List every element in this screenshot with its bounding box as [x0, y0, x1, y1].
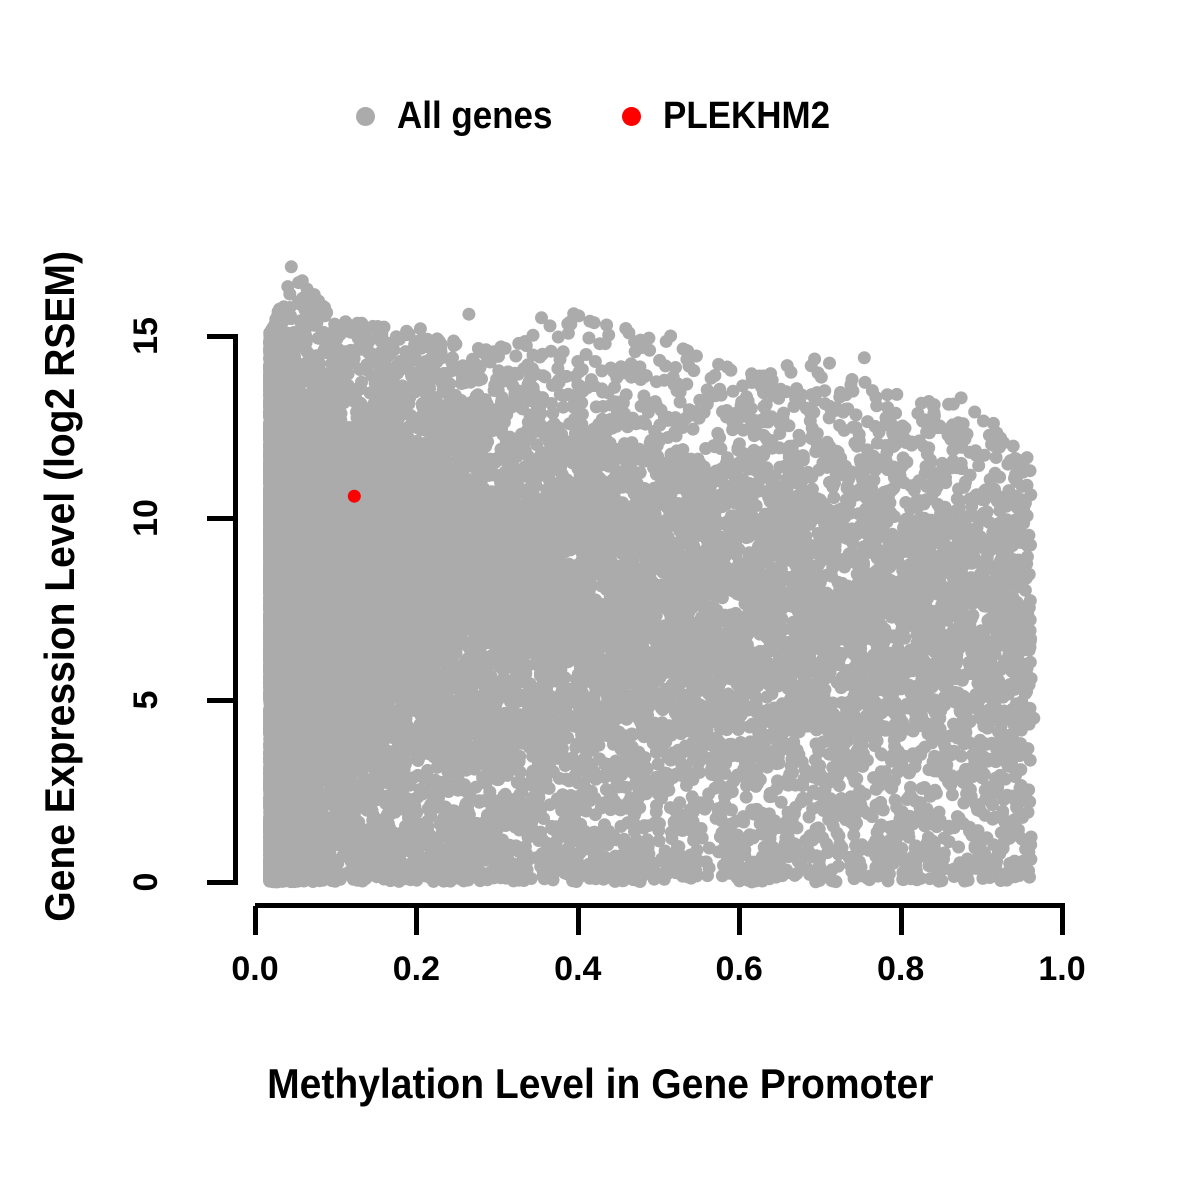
- x-axis-tick-label: 0.2: [392, 950, 441, 988]
- gray-dot-icon: [355, 106, 375, 126]
- y-axis-tick: [207, 334, 238, 339]
- y-axis-tick: [207, 516, 238, 521]
- legend-entry-all-genes: All genes: [355, 94, 566, 138]
- x-axis-tick: [737, 906, 743, 935]
- x-axis-tick-label: 0.8: [876, 950, 925, 988]
- x-axis-line: [255, 903, 1065, 908]
- y-axis-tick-label: 0: [127, 872, 165, 892]
- x-axis-tick: [253, 906, 258, 935]
- x-axis-tick-label: 0.6: [715, 950, 763, 988]
- red-dot-icon: [621, 106, 641, 126]
- x-axis-tick-label: 1.0: [1038, 950, 1086, 988]
- y-axis-tick: [207, 880, 238, 885]
- x-axis-tick: [414, 906, 420, 935]
- y-axis-line: [233, 336, 238, 883]
- x-axis-title-text: Methylation Level in Gene Promoter: [266, 1060, 934, 1107]
- legend-entry-plekhm2: PLEKHM2: [621, 94, 845, 138]
- x-axis-tick: [575, 906, 581, 935]
- legend-label-plekhm2: PLEKHM2: [662, 94, 830, 137]
- y-axis-title: Gene Expression Level (log2 RSEM): [36, 166, 84, 1006]
- x-axis-title: Methylation Level in Gene Promoter: [0, 1060, 1200, 1108]
- y-axis-tick-label: 5: [127, 690, 165, 710]
- y-axis-title-text: Gene Expression Level (log2 RSEM): [36, 250, 83, 922]
- x-axis-tick: [898, 906, 904, 935]
- x-axis-tick-label: 0.4: [554, 950, 602, 988]
- y-axis-tick-label: 15: [127, 317, 165, 355]
- legend-label-all-genes: All genes: [396, 94, 553, 137]
- y-axis-tick: [207, 698, 238, 703]
- x-axis-tick: [1060, 906, 1065, 935]
- y-axis-tick-label: 10: [127, 499, 165, 537]
- legend: All genes PLEKHM2: [0, 88, 1200, 144]
- x-axis-tick-label: 0.0: [231, 950, 279, 988]
